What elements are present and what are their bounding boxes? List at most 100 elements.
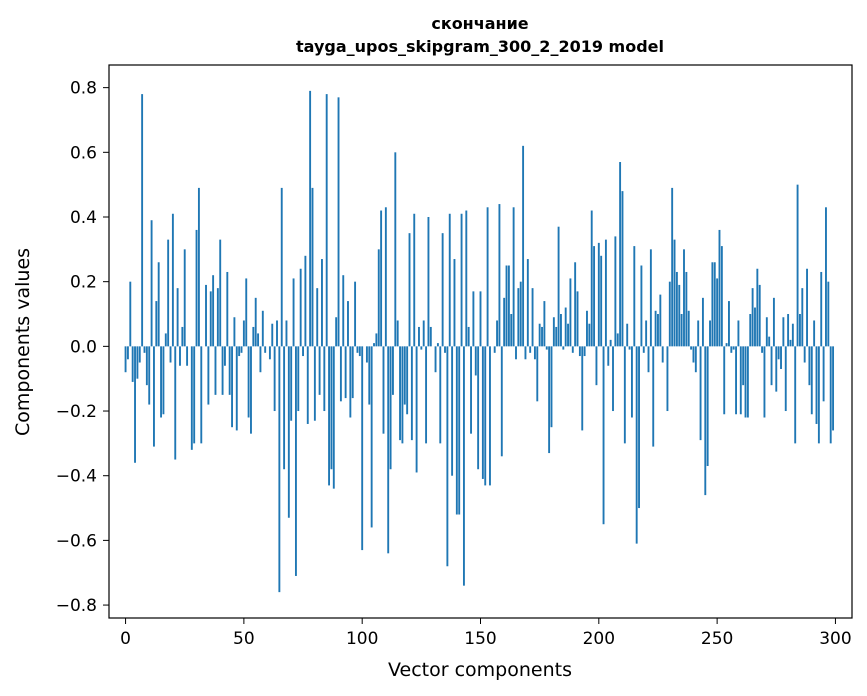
bar [344, 346, 347, 399]
bar [436, 343, 439, 347]
bar [160, 346, 162, 418]
bar [716, 278, 719, 347]
bar [193, 346, 196, 444]
bar [302, 346, 304, 357]
bar [503, 297, 506, 347]
bar [640, 265, 643, 347]
bar [758, 284, 761, 347]
bar [261, 310, 264, 347]
bar [254, 297, 257, 347]
bar [557, 226, 560, 347]
bar [754, 307, 756, 347]
bar [361, 346, 364, 551]
bar [183, 249, 186, 347]
y-tick-label: −0.6 [56, 531, 97, 551]
bar [126, 346, 129, 360]
bar [564, 307, 567, 347]
bar [612, 346, 614, 412]
bar [552, 317, 555, 347]
bar [784, 346, 787, 412]
bar [167, 239, 170, 347]
x-tick-label: 0 [120, 629, 131, 649]
bar [737, 320, 740, 347]
bar [668, 281, 671, 347]
bar [330, 346, 333, 470]
bar [186, 346, 189, 366]
bar [768, 336, 771, 347]
bar [813, 320, 816, 347]
x-tick-label: 50 [233, 629, 255, 649]
bar [311, 187, 314, 347]
bar [205, 284, 207, 347]
bar [597, 242, 600, 347]
bar [368, 346, 371, 405]
bar [418, 326, 420, 347]
bars-group [124, 90, 835, 593]
bar [240, 346, 243, 353]
bar [441, 233, 444, 347]
bar [162, 346, 165, 415]
bar [654, 310, 657, 347]
bar [484, 346, 487, 486]
bar [209, 291, 212, 347]
bar [749, 314, 752, 347]
bar [231, 346, 233, 428]
bar [197, 187, 200, 347]
bar [692, 346, 695, 363]
bar [659, 294, 662, 347]
bar [536, 346, 539, 402]
bar [406, 346, 409, 415]
bar [732, 346, 735, 350]
bar [562, 346, 565, 350]
bar [332, 346, 335, 489]
bar [652, 346, 655, 447]
bar [460, 213, 463, 347]
bar [214, 346, 217, 395]
bar [571, 346, 574, 353]
bar [153, 346, 155, 447]
bar [309, 90, 312, 347]
bar [604, 239, 607, 347]
bar [621, 191, 624, 347]
bar [382, 346, 385, 434]
bar [474, 346, 477, 376]
bar [763, 346, 766, 418]
bar [462, 346, 465, 586]
bar [735, 346, 737, 415]
bar [247, 346, 250, 418]
bar [235, 346, 238, 431]
bar [316, 288, 319, 347]
bar [815, 346, 818, 424]
y-tick-label: 0.8 [70, 79, 97, 99]
bar [479, 291, 482, 347]
bar [590, 210, 593, 347]
bar [273, 346, 276, 412]
bar [420, 346, 423, 350]
bar [427, 216, 430, 347]
bar [742, 346, 745, 386]
bar [685, 271, 688, 347]
bar [297, 346, 300, 412]
bar [446, 346, 449, 567]
bar [467, 326, 470, 347]
bar [687, 310, 690, 347]
bar [638, 346, 640, 509]
bar [827, 281, 830, 347]
bar [124, 346, 127, 373]
bar [453, 259, 456, 347]
bar [396, 320, 399, 347]
bar [507, 265, 510, 347]
bar [593, 246, 596, 347]
bar [278, 346, 281, 593]
bar [268, 346, 271, 360]
bar [264, 346, 267, 353]
bar [200, 346, 203, 444]
bar [294, 346, 297, 576]
bar [671, 187, 674, 347]
bar [458, 346, 461, 515]
bar [276, 320, 278, 347]
bar [799, 314, 801, 347]
bar [392, 346, 394, 395]
bar [245, 278, 248, 347]
bar [470, 346, 472, 434]
